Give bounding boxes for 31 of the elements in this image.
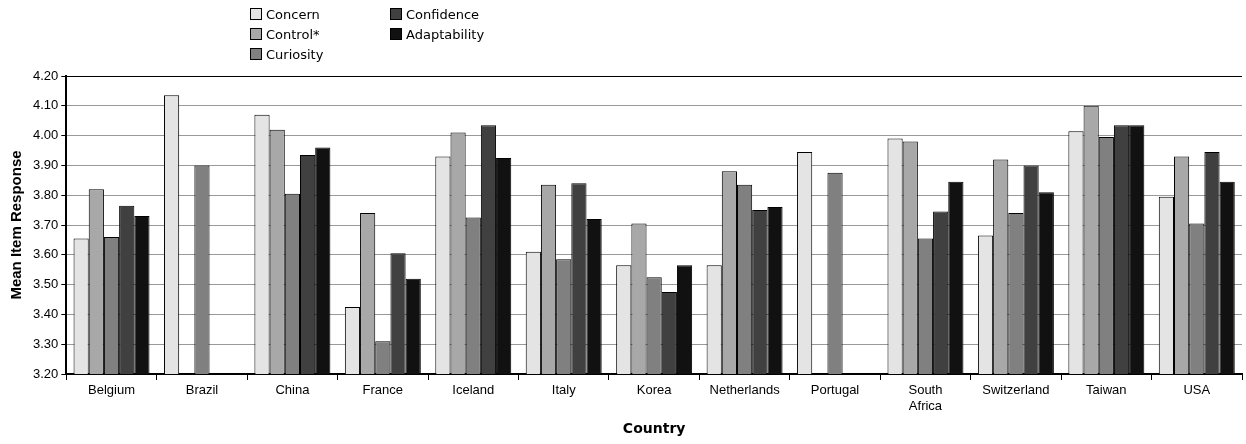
x-tick-label: Portugal: [810, 382, 860, 398]
legend-label: Control*: [266, 26, 320, 42]
x-tick-label: Iceland: [452, 382, 495, 398]
x-tick-label: Belgium: [88, 382, 136, 398]
x-tick-label: France: [362, 382, 404, 398]
x-tick-label: Switzerland: [982, 382, 1050, 398]
x-tick-label: Italy: [551, 382, 577, 398]
y-tick-label: 3.70: [32, 216, 59, 232]
y-tick-label: 3.60: [32, 246, 59, 262]
legend-label: Curiosity: [266, 46, 324, 62]
y-tick-label: 3.20: [32, 365, 59, 381]
y-axis-title: Mean Item Response: [7, 150, 25, 300]
y-tick-label: 3.90: [32, 156, 59, 172]
legend-label: Adaptability: [406, 26, 485, 42]
y-tick-label: 4.00: [32, 127, 59, 143]
x-tick-label: China: [275, 382, 311, 398]
legend-label: Concern: [266, 6, 320, 22]
legend-label: Confidence: [406, 6, 480, 22]
y-tick-label: 3.50: [32, 276, 59, 292]
x-tick-label: Taiwan: [1086, 382, 1127, 398]
y-tick-label: 4.20: [32, 67, 59, 83]
y-tick-label: 3.30: [32, 335, 59, 351]
y-tick-label: 3.80: [32, 186, 59, 202]
y-tick-label: 4.10: [32, 97, 59, 113]
x-tick-label: USA: [1183, 382, 1211, 398]
x-tick-label: Brazil: [185, 382, 219, 398]
x-tick-label: Korea: [636, 382, 673, 398]
y-tick-label: 3.40: [32, 305, 59, 321]
x-axis-title: Country: [622, 420, 686, 437]
x-tick-label: South Africa: [908, 382, 943, 413]
x-tick-label: Netherlands: [709, 382, 781, 398]
